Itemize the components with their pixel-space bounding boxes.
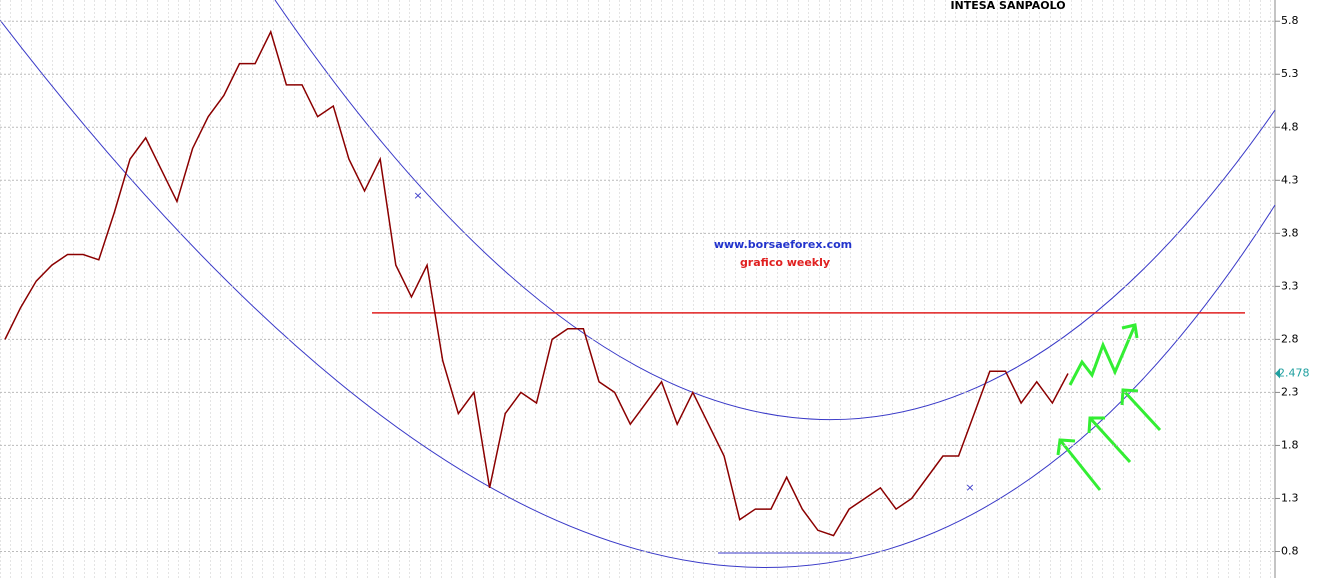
y-tick-label: 1.8 bbox=[1281, 438, 1299, 451]
y-tick-label: 0.8 bbox=[1281, 544, 1299, 557]
marker: × bbox=[413, 189, 422, 202]
arrows bbox=[1056, 323, 1162, 491]
vertical-grid bbox=[0, 0, 1275, 578]
upper-arc bbox=[274, 0, 1276, 421]
price-tag: 2.478 bbox=[1278, 367, 1310, 380]
price-tag-marker bbox=[1275, 368, 1280, 379]
lower-arc bbox=[0, 19, 1276, 568]
price-line bbox=[4, 29, 1069, 537]
marker: × bbox=[965, 481, 974, 494]
y-tick-label: 5.8 bbox=[1281, 14, 1299, 27]
y-tick-label: 3.8 bbox=[1281, 226, 1299, 239]
y-tick-label: 1.3 bbox=[1281, 491, 1299, 504]
subtitle: grafico weekly bbox=[740, 256, 830, 269]
chart-title: INTESA SANPAOLO bbox=[950, 0, 1065, 12]
watermark: www.borsaeforex.com bbox=[714, 238, 852, 251]
y-tick-label: 4.3 bbox=[1281, 173, 1299, 186]
y-tick-label: 4.8 bbox=[1281, 120, 1299, 133]
y-tick-label: 2.8 bbox=[1281, 332, 1299, 345]
y-tick-label: 3.3 bbox=[1281, 279, 1299, 292]
y-tick-label: 2.3 bbox=[1281, 385, 1299, 398]
y-tick-label: 5.3 bbox=[1281, 67, 1299, 80]
